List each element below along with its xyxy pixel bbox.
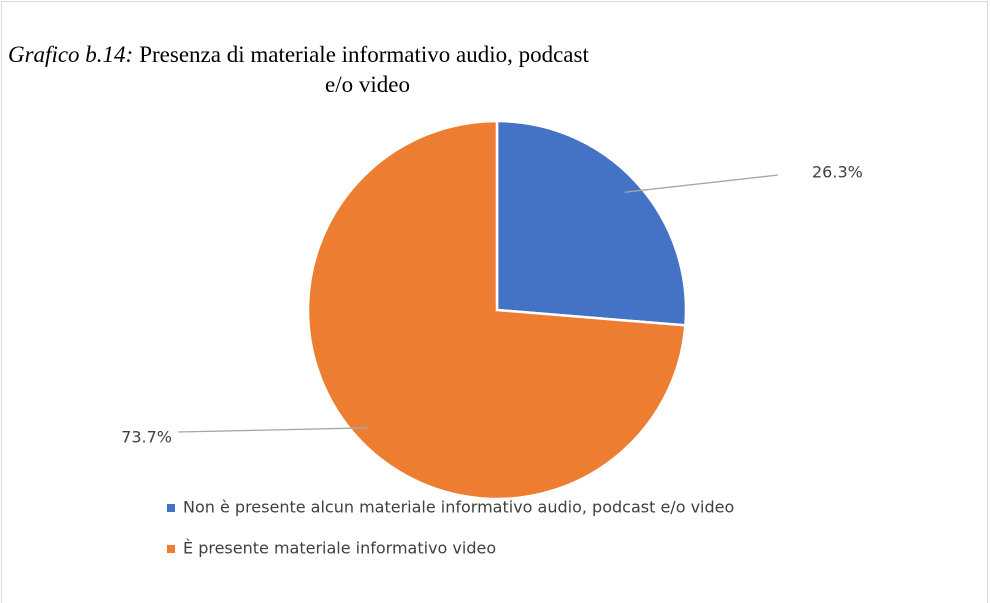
data-label: 26.3% [812, 163, 863, 182]
title-line: e/o video [325, 72, 410, 97]
pie-slice [306, 119, 687, 501]
data-label: 73.7% [121, 428, 172, 447]
legend-swatch [167, 545, 175, 553]
chart-title: Grafico b.14: Presenza di materiale infor… [8, 42, 589, 67]
leader-line [177, 427, 370, 433]
leader-line [624, 174, 779, 193]
title-label: Grafico b.14: [8, 42, 133, 67]
legend-label: Non è presente alcun materiale informati… [183, 498, 734, 517]
legend-label: È presente materiale informativo video [183, 539, 496, 558]
title-line: Presenza di materiale informativo audio,… [139, 42, 589, 67]
legend-swatch [167, 504, 175, 512]
pie-slice [495, 119, 688, 327]
